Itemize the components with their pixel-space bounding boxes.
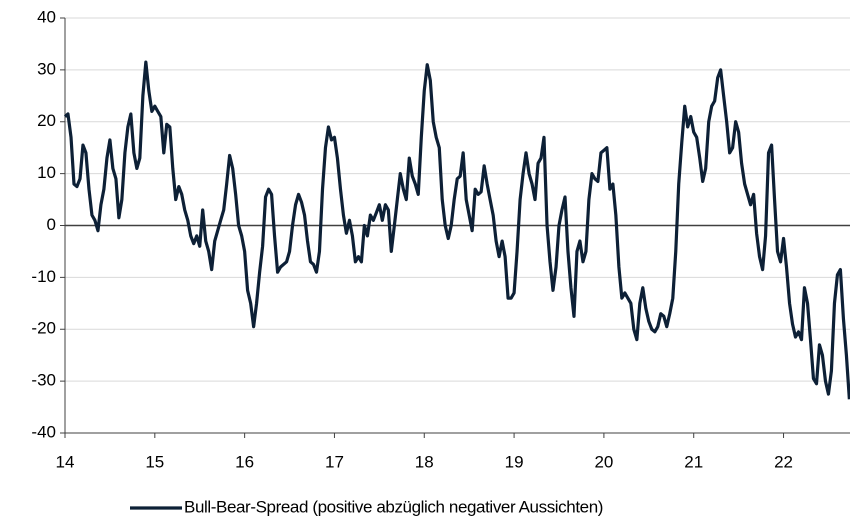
legend-label: Bull-Bear-Spread (positive abzüglich neg… — [184, 497, 603, 516]
y-tick-label: -40 — [31, 422, 56, 441]
y-tick-label: 30 — [37, 59, 56, 78]
x-tick-label: 14 — [56, 452, 75, 471]
y-tick-label: 20 — [37, 111, 56, 130]
x-tick-label: 20 — [594, 452, 613, 471]
y-tick-label: 0 — [47, 215, 56, 234]
y-tick-label: 10 — [37, 163, 56, 182]
y-tick-label: -20 — [31, 319, 56, 338]
x-tick-label: 15 — [145, 452, 164, 471]
x-tick-label: 18 — [415, 452, 434, 471]
x-tick-label: 21 — [684, 452, 703, 471]
y-tick-label: 40 — [37, 7, 56, 26]
data-line — [63, 60, 850, 400]
x-tick-label: 22 — [774, 452, 793, 471]
x-tick-label: 16 — [235, 452, 254, 471]
y-tick-label: -30 — [31, 371, 56, 390]
y-tick-label: -10 — [31, 267, 56, 286]
x-tick-label: 17 — [325, 452, 344, 471]
x-tick-label: 19 — [505, 452, 524, 471]
